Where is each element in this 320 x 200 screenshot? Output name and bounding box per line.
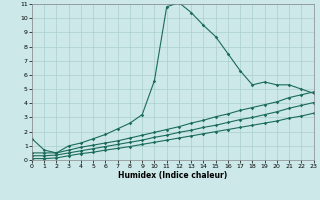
X-axis label: Humidex (Indice chaleur): Humidex (Indice chaleur) [118,171,228,180]
